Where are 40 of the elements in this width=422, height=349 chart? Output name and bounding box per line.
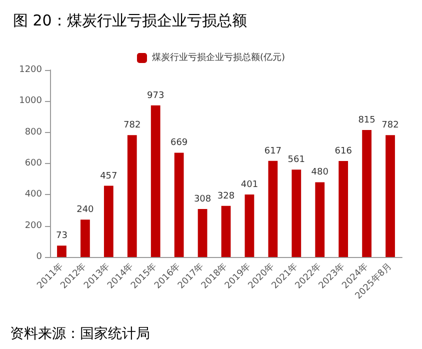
data-label: 782	[124, 120, 141, 131]
bar	[198, 209, 208, 257]
y-tick-label: 1000	[19, 96, 42, 106]
bar	[221, 206, 231, 257]
data-label: 973	[147, 90, 164, 101]
y-tick-label: 600	[24, 158, 42, 168]
bar	[362, 130, 372, 257]
bar	[386, 135, 395, 257]
bar	[315, 182, 325, 257]
data-label: 401	[240, 180, 258, 190]
data-label: 815	[358, 115, 376, 126]
y-tick-label: 0	[36, 252, 42, 262]
data-label: 561	[288, 155, 305, 166]
bar	[80, 220, 90, 257]
bar	[57, 246, 66, 257]
bar	[244, 194, 254, 257]
y-tick-label: 400	[24, 190, 42, 200]
data-label: 457	[100, 171, 118, 182]
bar	[174, 152, 184, 257]
bar	[338, 161, 348, 257]
data-label: 782	[382, 120, 399, 131]
data-label: 328	[217, 191, 235, 202]
data-label: 669	[170, 138, 188, 148]
y-tick-label: 200	[24, 220, 42, 231]
bar	[127, 135, 137, 257]
bar	[292, 170, 302, 257]
text: 资料来源：国家统计局	[10, 326, 150, 342]
y-tick-label: 1200	[19, 65, 42, 75]
data-label: 480	[311, 168, 329, 178]
data-label: 308	[194, 194, 212, 205]
bar	[268, 160, 278, 257]
chart-title: 图 20：煤炭行业亏损企业亏损总额	[13, 12, 247, 30]
data-label: 617	[264, 146, 282, 156]
legend-label: 煤炭行业亏损企业亏损总额(亿元)	[152, 52, 286, 63]
data-label: 73	[56, 231, 68, 242]
data-label: 240	[76, 205, 94, 216]
bar	[104, 186, 114, 257]
bar	[150, 105, 160, 257]
y-tick-label: 800	[24, 127, 42, 138]
data-label: 616	[334, 146, 352, 157]
